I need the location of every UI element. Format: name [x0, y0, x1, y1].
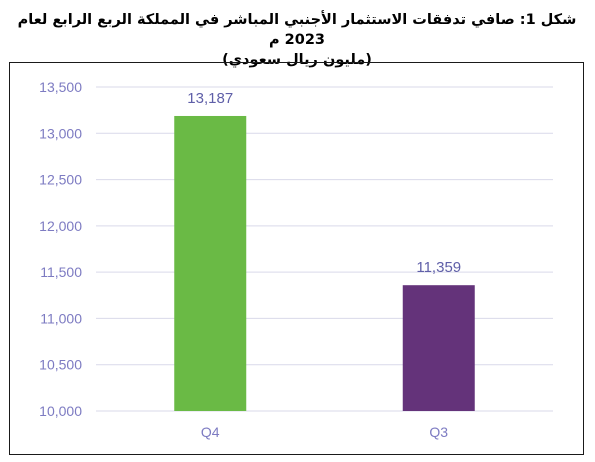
data-label-q3: 11,359: [416, 259, 461, 276]
y-tick-label: 13,500: [39, 79, 82, 95]
bar-q3: [402, 285, 475, 411]
y-tick-label: 10,000: [39, 403, 82, 419]
gridlines: [96, 86, 553, 412]
chart-title-line2: (مليون ريال سعودي): [222, 52, 372, 68]
x-tick-label-q4: Q4: [201, 424, 220, 440]
y-tick-label: 11,500: [40, 264, 82, 280]
y-tick-label: 12,500: [39, 172, 82, 188]
y-tick-label: 12,000: [39, 218, 82, 234]
y-tick-label: 13,000: [39, 125, 82, 141]
data-label-q4: 13,187: [187, 90, 233, 107]
x-axis-tick-labels: Q4 Q3: [201, 424, 448, 440]
y-tick-label: 11,000: [40, 310, 82, 326]
chart-title: شكل 1: صافي تدفقات الاستثمار الأجنبي الم…: [10, 10, 584, 70]
bars: [174, 115, 475, 411]
y-tick-label: 10,500: [39, 357, 82, 373]
bar-q4: [174, 115, 247, 411]
chart-frame: [9, 62, 584, 455]
x-tick-label-q3: Q3: [429, 424, 448, 440]
y-axis-tick-labels: 10,000 10,500 11,000 11,500 12,000 12,500 13,0…: [39, 79, 82, 419]
chart-title-line1: شكل 1: صافي تدفقات الاستثمار الأجنبي الم…: [17, 12, 577, 48]
data-labels: 13,187 11,359: [187, 90, 461, 276]
